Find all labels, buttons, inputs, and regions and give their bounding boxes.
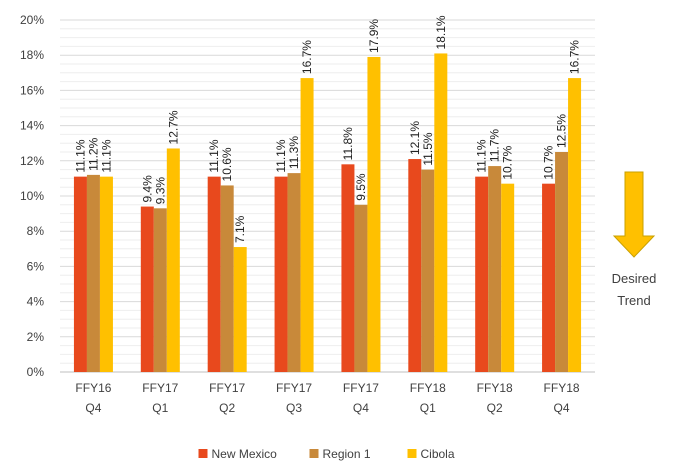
data-label: 11.8% <box>341 127 355 160</box>
data-label: 10.6% <box>220 147 234 181</box>
legend-swatch <box>309 449 319 458</box>
bar <box>99 176 113 372</box>
legend-swatch <box>198 449 208 458</box>
bar <box>555 152 569 372</box>
data-label: 11.1% <box>274 139 288 172</box>
bar <box>501 183 515 372</box>
y-tick-label: 10% <box>20 189 44 203</box>
data-label: 10.7% <box>501 145 515 179</box>
x-tick-label: FFY17 <box>276 381 312 395</box>
x-tick-label: FFY18 <box>477 381 513 395</box>
y-tick-label: 8% <box>27 224 45 238</box>
bar <box>220 185 234 372</box>
legend-label: New Mexico <box>212 447 278 461</box>
x-tick-label: FFY17 <box>142 381 178 395</box>
x-tick-label: Q4 <box>554 401 570 415</box>
bar <box>542 183 556 372</box>
data-label: 7.1% <box>233 215 247 243</box>
bar <box>300 78 314 372</box>
bars <box>73 53 582 373</box>
data-label: 9.5% <box>354 173 368 201</box>
bar <box>274 176 288 372</box>
data-label: 9.4% <box>140 175 154 203</box>
desired-trend-annotation: Desired Trend <box>612 171 657 308</box>
x-tick-label: FFY17 <box>209 381 245 395</box>
y-tick-label: 0% <box>27 365 45 379</box>
data-label: 11.1% <box>475 139 489 172</box>
x-tick-label: Q4 <box>353 401 369 415</box>
y-tick-label: 20% <box>20 13 44 27</box>
data-label: 11.1% <box>207 139 221 172</box>
bar <box>488 166 502 372</box>
x-tick-label: Q2 <box>487 401 503 415</box>
data-label: 16.7% <box>300 40 314 74</box>
bar <box>233 247 247 372</box>
bar <box>73 176 87 372</box>
y-tick-label: 18% <box>20 48 44 62</box>
x-tick-label: FFY18 <box>544 381 580 395</box>
data-label: 16.7% <box>568 40 582 74</box>
data-label: 11.5% <box>421 132 435 165</box>
data-label: 9.3% <box>153 177 167 205</box>
data-label: 11.7% <box>488 129 502 162</box>
y-tick-label: 14% <box>20 119 44 133</box>
bar <box>207 176 221 372</box>
bar <box>140 206 154 372</box>
data-label: 11.1% <box>99 139 113 172</box>
bar <box>153 208 167 372</box>
bar <box>367 56 381 373</box>
bar <box>421 169 435 372</box>
x-axis: FFY16 Q4 FFY17 Q1 FFY17 Q2 FFY17 Q3 FFY17 Q4 FFY18… <box>75 381 579 415</box>
x-tick-label: Q4 <box>85 401 101 415</box>
x-tick-label: FFY17 <box>343 381 379 395</box>
bar <box>287 173 301 372</box>
data-label: 12.7% <box>166 110 180 144</box>
x-tick-label: Q1 <box>152 401 168 415</box>
x-tick-label: Q1 <box>420 401 436 415</box>
legend-label: Region 1 <box>323 447 371 461</box>
bar <box>475 176 489 372</box>
y-tick-label: 2% <box>27 330 45 344</box>
data-labels: 11.1% 11.2% 11.1%9.4% 9.3%12.7%11.1% 10.6%7.… <box>73 15 581 243</box>
x-tick-label: Q3 <box>286 401 302 415</box>
y-tick-label: 12% <box>20 154 44 168</box>
data-label: 12.5% <box>555 114 569 148</box>
y-tick-label: 4% <box>27 295 45 309</box>
bar <box>166 148 180 372</box>
data-label: 11.2% <box>86 137 100 170</box>
bar <box>86 174 100 372</box>
y-tick-label: 16% <box>20 83 44 97</box>
x-tick-label: FFY18 <box>410 381 446 395</box>
y-tick-label: 6% <box>27 259 45 273</box>
x-tick-label: Q2 <box>219 401 235 415</box>
legend-label: Cibola <box>421 447 455 461</box>
bar <box>434 53 448 372</box>
bar <box>354 204 368 372</box>
bar <box>408 159 422 372</box>
data-label: 11.1% <box>73 139 87 172</box>
data-label: 18.1% <box>434 15 448 49</box>
data-label: 17.9% <box>367 19 381 53</box>
trend-label: Desired <box>612 271 657 286</box>
data-label: 10.7% <box>542 145 556 179</box>
bar <box>568 78 582 372</box>
x-tick-label: FFY16 <box>75 381 111 395</box>
bar <box>341 164 355 372</box>
trend-label: Trend <box>617 293 650 308</box>
down-arrow-icon <box>612 171 656 258</box>
legend: New Mexico Region 1 Cibola <box>198 447 455 461</box>
data-label: 12.1% <box>408 121 422 155</box>
data-label: 11.3% <box>287 136 301 169</box>
legend-swatch <box>407 449 417 458</box>
